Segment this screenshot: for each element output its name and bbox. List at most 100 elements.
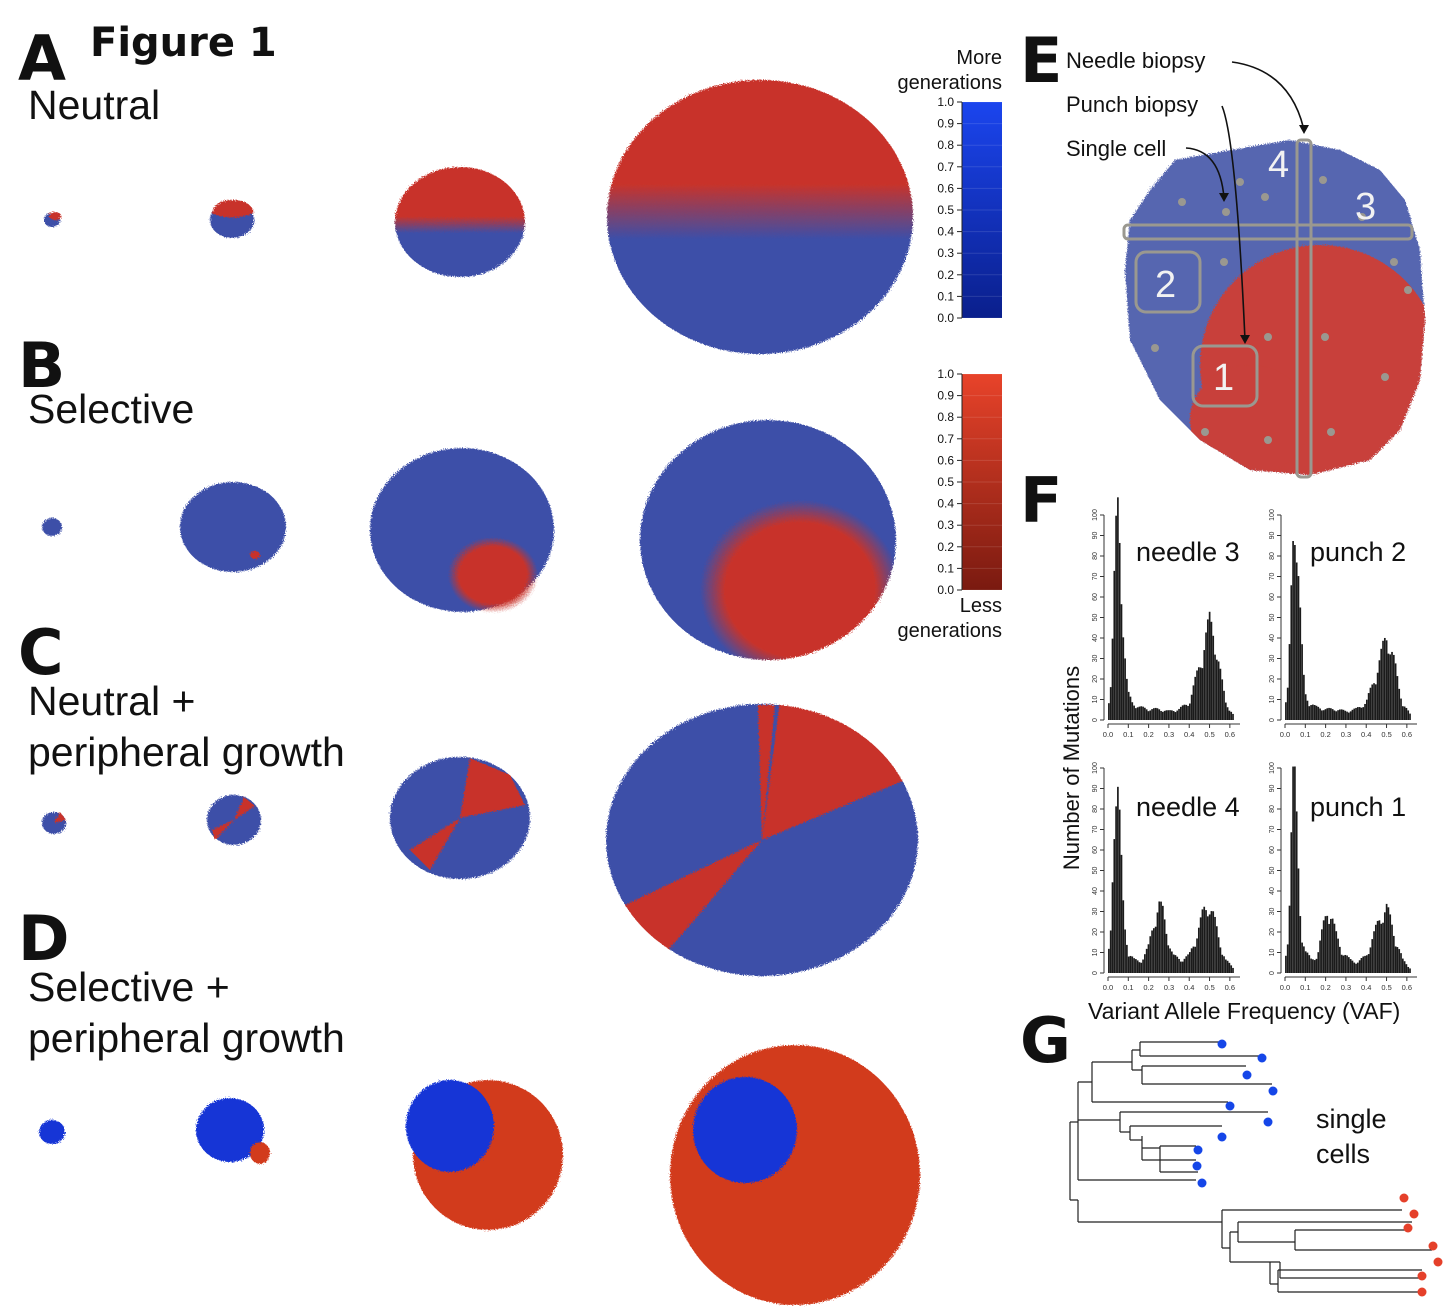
hist-bar [1326, 708, 1329, 720]
hist-xtick: 0.0 [1103, 983, 1113, 992]
hist-bar [1160, 901, 1162, 973]
hist-bar [1154, 707, 1157, 720]
hist-ytick: 10 [1269, 696, 1276, 704]
tree-tip-blue [1257, 1053, 1267, 1063]
hist-bar [1356, 707, 1359, 720]
hist-bar [1156, 708, 1159, 720]
hist-bar [1342, 709, 1345, 720]
single-cell-dot [1222, 208, 1230, 216]
hist-xtick: 0.0 [1103, 730, 1113, 739]
hist-bar [1344, 710, 1347, 720]
hist-ytick: 90 [1092, 785, 1099, 793]
hist-bar [1208, 611, 1211, 720]
hist-bar [1210, 621, 1213, 720]
hist-bar [1286, 944, 1289, 973]
hist-bar [1405, 964, 1408, 973]
hist-bar [1360, 707, 1363, 720]
hist-ytick: 10 [1092, 696, 1099, 704]
hist-bar [1162, 711, 1164, 720]
hist-ytick: 40 [1269, 634, 1276, 642]
needle-biopsy-label: Needle biopsy [1066, 48, 1206, 73]
biopsy-tumour [1125, 140, 1425, 475]
hist-bar [1374, 684, 1377, 720]
hist-bar [1351, 709, 1354, 720]
hist-xtick: 0.5 [1204, 730, 1214, 739]
hist-bar [1371, 684, 1374, 720]
hist-bar [1145, 709, 1148, 720]
hist-bar [1373, 931, 1375, 973]
hist-bar [1313, 960, 1316, 973]
hist-bar [1187, 705, 1189, 720]
hist-bar [1405, 707, 1408, 720]
hist-bar [1385, 640, 1388, 720]
hist-bar [1294, 766, 1296, 973]
hist-ytick: 70 [1269, 826, 1276, 834]
hist-ytick: 10 [1269, 949, 1276, 957]
hist-bar [1344, 954, 1347, 973]
colorbar-red-tick: 0.4 [937, 497, 954, 511]
hist-bar [1335, 711, 1338, 720]
hist-ytick: 70 [1092, 573, 1099, 581]
hist-bar [1328, 923, 1330, 973]
hist-bar [1215, 659, 1218, 720]
single-cell-dot [1178, 198, 1186, 206]
hist-bar [1383, 637, 1386, 720]
hist-bar [1349, 711, 1352, 720]
hist-bar [1212, 911, 1215, 973]
hist-ytick: 20 [1092, 675, 1099, 683]
hist-bar [1310, 958, 1312, 973]
hist-bar [1409, 968, 1411, 973]
region-label-4: 4 [1268, 144, 1290, 186]
hist-bar [1214, 654, 1216, 720]
single-cell-dot [1404, 286, 1412, 294]
hist-bar [1396, 947, 1399, 973]
colorbar-red-tick: 0.7 [937, 432, 954, 446]
hist-bar [1158, 709, 1161, 720]
hist-bar [1140, 962, 1143, 973]
hist-bar [1369, 687, 1372, 720]
hist-bar [1358, 960, 1361, 973]
hist-bar [1294, 545, 1296, 720]
hist-bar [1340, 954, 1343, 973]
tree-branch [1129, 1125, 1222, 1141]
hist-bar [1391, 924, 1393, 973]
biopsy-overlay [1122, 61, 1414, 479]
figure-title: Figure 1 [90, 20, 277, 66]
hist-bar [1313, 705, 1316, 720]
hist-bar [1199, 667, 1202, 720]
hist-bar [1122, 900, 1125, 973]
hist-bar [1147, 944, 1150, 973]
hist-bar [1203, 650, 1206, 720]
tree-branch [1131, 1049, 1142, 1071]
hist-bar [1109, 930, 1112, 973]
hist-bar [1387, 653, 1390, 720]
hist-bar [1373, 683, 1375, 720]
hist-bar [1286, 687, 1289, 720]
colorbar-blue-tick: 0.0 [937, 311, 954, 325]
hist-bar [1355, 963, 1357, 973]
hist-bar [1194, 946, 1197, 973]
single-cell-dot [1381, 373, 1389, 381]
hist-ytick: 50 [1092, 867, 1099, 875]
hist-bar [1401, 706, 1404, 720]
hist-bar [1160, 710, 1162, 720]
hist-ytick: 100 [1092, 509, 1099, 521]
hist-bar [1306, 952, 1309, 973]
hist-bar [1348, 957, 1350, 973]
panel-b-title: Selective [28, 386, 195, 432]
tree-tip-blue [1197, 1178, 1207, 1188]
hist-bar [1306, 700, 1309, 720]
hist-bar [1206, 916, 1209, 973]
tree-branch [1069, 1122, 1078, 1201]
hist-bar [1288, 644, 1291, 720]
hist-title-needle-4: needle 4 [1136, 792, 1240, 822]
hist-bar [1171, 710, 1173, 720]
hist-bar [1333, 710, 1336, 720]
hist-bar [1219, 668, 1222, 720]
hist-xtick: 0.1 [1123, 730, 1133, 739]
hist-bar [1122, 637, 1125, 720]
panel-letter-f: F [1020, 464, 1063, 537]
hist-bar [1111, 882, 1114, 973]
hist-bar [1230, 965, 1233, 973]
